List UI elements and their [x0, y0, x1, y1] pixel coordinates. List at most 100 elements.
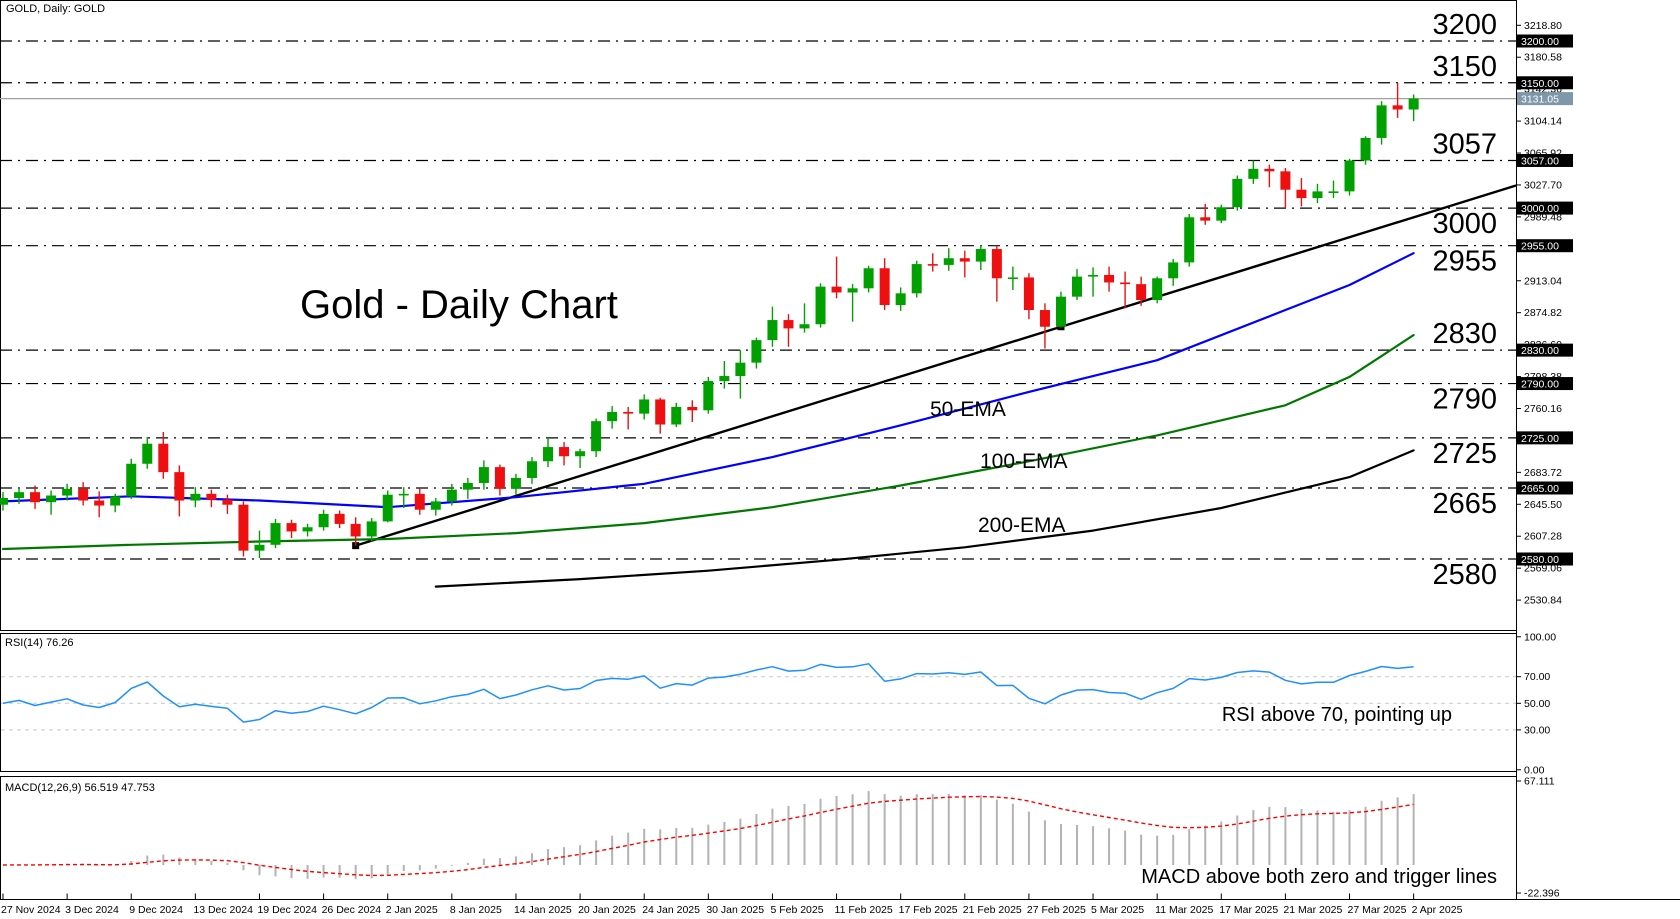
price-level-label: 3057: [1432, 128, 1497, 160]
price-level-label: 2580: [1432, 559, 1497, 591]
candle: [430, 498, 441, 516]
price-scale[interactable]: 3218.803180.583142.363104.143065.923027.…: [1516, 20, 1573, 607]
price-badge-label: 2725.00: [1521, 433, 1559, 445]
candle: [1200, 203, 1211, 225]
ema50-label: 50-EMA: [930, 398, 1006, 421]
candle: [799, 303, 810, 333]
price-level-label: 3200: [1432, 9, 1497, 41]
candle: [863, 265, 874, 293]
date-axis[interactable]: 27 Nov 2024 3 Dec 2024 9 Dec 2024 13 Dec 20…: [1, 893, 1463, 917]
macd-annotation: MACD above both zero and trigger lines: [1141, 866, 1497, 888]
price-badge-label: 2580.00: [1521, 554, 1559, 566]
date-tick-label: 11 Mar 2025: [1155, 904, 1213, 916]
macd-scale-tick: -22.396: [1524, 888, 1560, 900]
price-badge-label: 2955.00: [1521, 241, 1559, 253]
price-badge-label: 3000.00: [1521, 203, 1559, 215]
date-tick-label: 17 Feb 2025: [899, 904, 958, 916]
candle: [94, 491, 105, 518]
candle: [719, 360, 730, 389]
candle: [655, 397, 666, 434]
rsi-annotation: RSI above 70, pointing up: [1221, 704, 1452, 726]
date-tick-label: 9 Dec 2024: [129, 904, 183, 916]
candle: [1055, 291, 1066, 328]
price-badge-label: 3150.00: [1521, 78, 1559, 90]
price-level-badge: [1517, 34, 1573, 48]
candle: [1360, 136, 1371, 165]
price-level-label: 3000: [1432, 208, 1497, 240]
date-tick-label: 2 Jan 2025: [386, 904, 438, 916]
candle: [270, 518, 281, 549]
price-level-badge: [1517, 377, 1573, 391]
date-tick-label: 8 Jan 2025: [450, 904, 502, 916]
candle: [1312, 183, 1323, 204]
candle: [735, 350, 746, 399]
candle: [206, 489, 217, 508]
date-tick-label: 14 Jan 2025: [514, 904, 572, 916]
candle: [1007, 266, 1018, 290]
candle: [238, 501, 249, 557]
candle: [30, 485, 41, 509]
candle: [0, 492, 8, 511]
candle: [286, 519, 297, 539]
candle: [751, 337, 762, 369]
candle: [575, 448, 586, 468]
date-tick-label: 17 Mar 2025: [1219, 904, 1278, 916]
price-badge-label: 3200.00: [1521, 36, 1559, 48]
candle: [591, 418, 602, 458]
candle: [639, 394, 650, 420]
candle: [1168, 259, 1179, 286]
candle: [174, 465, 185, 517]
macd-indicator-label: MACD(12,26,9) 56.519 47.753: [5, 782, 155, 794]
candle: [1120, 271, 1131, 309]
candle: [446, 483, 457, 506]
candle: [398, 487, 409, 509]
date-tick-label: 27 Nov 2024: [1, 904, 61, 916]
candle: [1136, 276, 1147, 306]
candle: [703, 376, 714, 414]
price-level-label: 2665: [1432, 488, 1497, 520]
candle: [478, 460, 489, 490]
candle: [318, 509, 329, 531]
date-tick-label: 3 Dec 2024: [65, 904, 119, 916]
rsi-scale-tick: 50.00: [1524, 698, 1550, 710]
price-scale-tick: 3218.80: [1524, 20, 1562, 32]
candle: [190, 487, 201, 508]
trendline[interactable]: [352, 184, 1517, 550]
macd-panel[interactable]: 67.111 -22.396: [2, 776, 1560, 900]
candle: [831, 256, 842, 299]
candle: [1296, 178, 1307, 207]
panel-frames: [0, 0, 1680, 900]
candle: [1184, 213, 1195, 267]
candle: [943, 248, 954, 271]
price-gridlines: [0, 40, 1516, 560]
date-tick-label: 27 Mar 2025: [1348, 904, 1407, 916]
candle: [382, 490, 393, 523]
candle: [526, 457, 537, 484]
price-level-badge: [1517, 201, 1573, 215]
price-scale-tick: 3180.58: [1524, 52, 1562, 64]
date-tick-label: 5 Feb 2025: [770, 904, 823, 916]
date-tick-label: 11 Feb 2025: [835, 904, 893, 916]
price-badge-label: 2830.00: [1521, 345, 1559, 357]
date-tick-label: 20 Jan 2025: [578, 904, 636, 916]
candle: [687, 400, 698, 422]
candle: [414, 488, 425, 515]
rsi-panel[interactable]: 100.00 70.00 50.00 30.00 0.00: [1, 631, 1556, 776]
price-scale-tick: 2530.84: [1524, 595, 1562, 607]
candle: [14, 487, 25, 504]
candle: [62, 483, 73, 501]
candle: [975, 244, 986, 270]
price-badge-label: 2665.00: [1521, 483, 1559, 495]
big-level-labels: 3200 3150 3057 3000 2955 2830 2790 2725 2665 2580: [1432, 9, 1497, 591]
date-tick-label: 26 Dec 2024: [322, 904, 382, 916]
candle: [1039, 303, 1050, 349]
price-level-label: 2955: [1432, 246, 1497, 278]
ema200-line: [434, 449, 1415, 588]
candle: [462, 477, 473, 499]
candle: [959, 250, 970, 278]
candle: [543, 437, 554, 468]
price-scale-tick: 2683.72: [1524, 467, 1562, 479]
price-level-badge: [1517, 481, 1573, 495]
